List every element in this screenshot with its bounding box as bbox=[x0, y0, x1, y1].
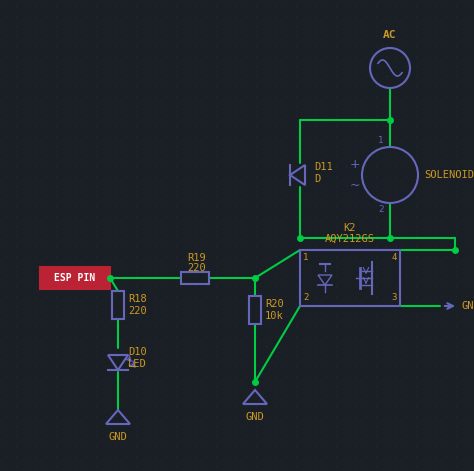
Text: R20: R20 bbox=[265, 299, 284, 309]
FancyBboxPatch shape bbox=[40, 267, 110, 289]
Text: SOLENOID: SOLENOID bbox=[424, 170, 474, 180]
Text: GND: GND bbox=[462, 301, 474, 311]
Text: 10k: 10k bbox=[265, 311, 284, 321]
Text: D10: D10 bbox=[128, 347, 147, 357]
Text: K2: K2 bbox=[344, 223, 356, 233]
Text: R18: R18 bbox=[128, 294, 147, 304]
Text: GND: GND bbox=[109, 432, 128, 442]
Text: AQY212GS: AQY212GS bbox=[325, 234, 375, 244]
Text: ~: ~ bbox=[349, 179, 360, 192]
Text: D11: D11 bbox=[314, 162, 333, 172]
Text: D: D bbox=[314, 174, 320, 184]
Text: LED: LED bbox=[128, 359, 147, 369]
Text: 2: 2 bbox=[378, 205, 384, 214]
Bar bbox=[181, 272, 209, 284]
Text: 3: 3 bbox=[392, 293, 397, 302]
Text: GND: GND bbox=[246, 412, 264, 422]
Text: 1: 1 bbox=[378, 136, 384, 145]
Text: 1: 1 bbox=[303, 253, 309, 262]
Text: R19: R19 bbox=[187, 253, 206, 263]
Bar bbox=[249, 296, 261, 324]
Text: 220: 220 bbox=[128, 306, 147, 316]
Text: 2: 2 bbox=[303, 293, 309, 302]
Text: AC: AC bbox=[383, 30, 397, 40]
Bar bbox=[112, 291, 124, 319]
Text: 4: 4 bbox=[392, 253, 397, 262]
Text: +: + bbox=[349, 159, 360, 171]
Text: 220: 220 bbox=[187, 263, 206, 273]
Text: ESP PIN: ESP PIN bbox=[55, 273, 96, 283]
Bar bbox=[300, 250, 400, 306]
